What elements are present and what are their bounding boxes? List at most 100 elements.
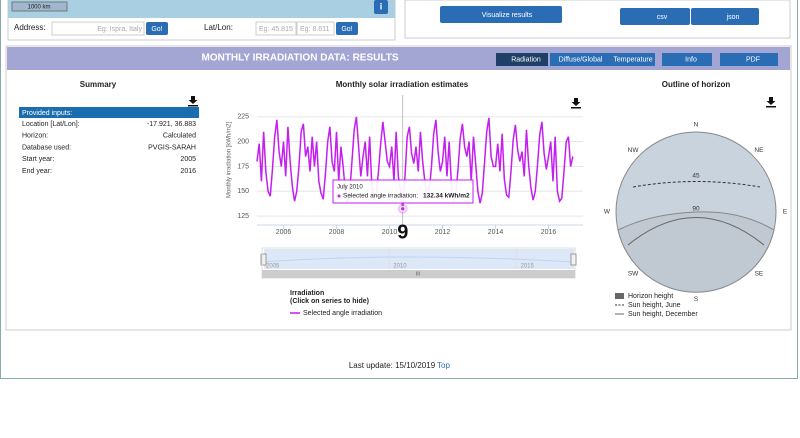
summary-key: Database used: — [22, 144, 71, 151]
summary-value: PVGIS-SARAH — [148, 144, 196, 151]
tab-label: Diffuse/Global — [559, 56, 603, 63]
go-button[interactable] — [146, 22, 168, 35]
legend-subtitle: (Click on series to hide) — [290, 298, 369, 305]
tooltip-dot — [337, 194, 341, 198]
tooltip-label: Selected angle irradiation: — [343, 193, 418, 200]
download-icon[interactable] — [766, 97, 776, 108]
annotation: 9 — [397, 221, 408, 243]
summary-title: Summary — [80, 80, 117, 89]
direction-label: SE — [755, 270, 764, 277]
address-placeholder: Eg: Ispra, Italy — [97, 26, 142, 33]
summary-value: Calculated — [163, 133, 196, 140]
summary-header: Provided inputs: — [22, 110, 72, 117]
x-tick-label: 2016 — [541, 229, 557, 236]
direction-label: W — [604, 209, 611, 216]
go-label: Go! — [341, 26, 352, 33]
summary-key: Start year: — [22, 156, 54, 163]
legend-label[interactable]: Selected angle irradiation — [303, 310, 382, 317]
navigator-tick-label: 2005 — [266, 264, 280, 270]
navigator-handle-right[interactable] — [570, 253, 577, 266]
y-tick-label: 150 — [237, 188, 249, 195]
horizon-outline — [617, 211, 775, 293]
footer-text: Last update: 15/10/2019 — [349, 361, 436, 370]
address-label: Address: — [14, 23, 46, 32]
tab-label: Temperature — [613, 56, 652, 63]
data-line — [256, 116, 574, 209]
download-icon[interactable] — [188, 96, 198, 107]
direction-label: S — [694, 296, 699, 303]
direction-label: E — [783, 209, 788, 216]
tab[interactable] — [550, 53, 603, 66]
sun-path-december — [627, 217, 765, 246]
navigator-scrollbar — [262, 270, 575, 278]
legend-swatch — [615, 293, 624, 299]
horizon-legend-label: Sun height, June — [628, 302, 681, 309]
tab-label: Radiation — [511, 56, 541, 63]
go-button[interactable] — [336, 22, 358, 35]
navigator-handle-left[interactable] — [260, 253, 267, 266]
navigator-tick-label: 2010 — [393, 264, 407, 270]
lat-placeholder: Eg: 45.815 — [259, 26, 293, 33]
scale-label: 1000 km — [27, 5, 50, 11]
chart-title: Monthly solar irradiation estimates — [336, 80, 469, 89]
navigator-handle[interactable]: III — [416, 271, 420, 277]
hover-point — [400, 206, 406, 212]
tooltip-date: July 2010 — [337, 185, 363, 191]
lat-input[interactable] — [255, 21, 297, 36]
direction-label: NE — [754, 147, 764, 154]
tab[interactable] — [603, 53, 655, 66]
summary-key: End year: — [22, 168, 52, 175]
ring-label: 90 — [692, 206, 700, 213]
tab[interactable] — [496, 53, 548, 66]
panel-title: MONTHLY IRRADIATION DATA: RESULTS — [201, 53, 398, 64]
lon-placeholder: Eg: 8.611 — [300, 26, 330, 33]
x-tick-label: 2006 — [276, 229, 292, 236]
summary-header-bar — [19, 107, 199, 118]
horizon-legend-label: Sun height, December — [628, 311, 698, 318]
navigator-window — [264, 249, 574, 269]
info-button[interactable] — [374, 0, 388, 14]
y-tick-label: 200 — [237, 139, 249, 146]
info-icon: i — [380, 1, 383, 11]
summary-key: Horizon: — [22, 133, 48, 140]
direction-label: SW — [628, 270, 639, 277]
download-icon[interactable] — [571, 98, 581, 109]
address-input[interactable] — [51, 21, 145, 36]
lon-input[interactable] — [296, 21, 335, 36]
x-tick-label: 2014 — [488, 229, 504, 236]
y-tick-label: 225 — [237, 114, 249, 121]
x-tick-label: 2012 — [435, 229, 451, 236]
tab-label: PDF — [746, 56, 760, 63]
json-button[interactable] — [691, 8, 759, 25]
visualize-label: Visualize results — [482, 12, 533, 19]
tab[interactable] — [720, 53, 778, 66]
map — [8, 0, 395, 18]
legend-title: Irradiation — [290, 290, 324, 297]
x-tick-label: 2008 — [329, 229, 345, 236]
scale-bar — [11, 1, 68, 12]
ring-label: 45 — [692, 173, 700, 180]
y-tick-label: 175 — [237, 163, 249, 170]
tooltip-value: 132.34 kWh/m2 — [423, 193, 470, 200]
y-tick-label: 125 — [237, 213, 249, 220]
visualize-button[interactable] — [440, 6, 562, 23]
tooltip — [332, 179, 474, 204]
navigator-line — [263, 256, 575, 263]
summary-value: -17.921, 36.883 — [147, 121, 196, 128]
latlon-label: Lat/Lon: — [204, 23, 233, 32]
outer-frame — [0, 0, 798, 379]
y-axis-label: Monthly irradiation [kWh/m2] — [227, 122, 233, 198]
csv-label: csv — [657, 14, 668, 21]
direction-label: N — [694, 121, 699, 128]
summary-key: Location [Lat/Lon]: — [22, 121, 80, 128]
horizon-legend-label: Horizon height — [628, 293, 673, 300]
tab-label: Info — [685, 56, 697, 63]
direction-label: NW — [628, 147, 640, 154]
footer-link[interactable]: Top — [437, 361, 450, 370]
x-tick-label: 2010 — [382, 229, 398, 236]
summary-value: 2005 — [180, 156, 196, 163]
tab[interactable] — [662, 53, 712, 66]
csv-button[interactable] — [620, 8, 690, 25]
